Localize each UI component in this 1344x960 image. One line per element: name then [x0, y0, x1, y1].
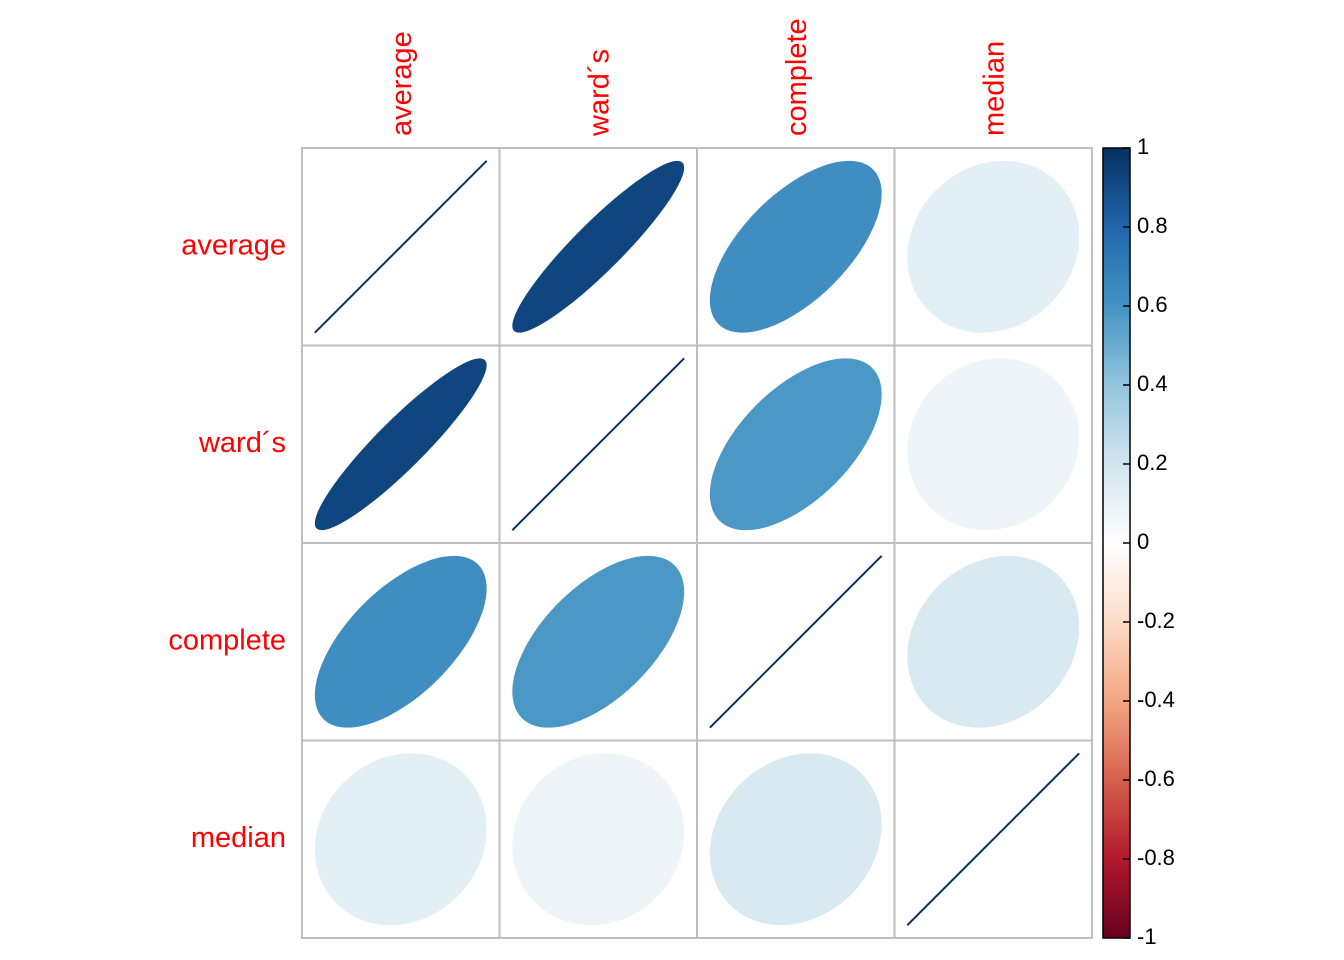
color-legend: 1 0.8 0.6 0.4 0.2 0 -0.2 -0.4 -0.6 -0.8 -1	[1102, 134, 1175, 949]
correlation-mark	[512, 160, 685, 333]
correlation-mark	[511, 357, 685, 531]
cell-average-median	[893, 147, 1093, 347]
row-label: ward´s	[198, 427, 286, 459]
correlation-mark	[314, 160, 488, 334]
cell-median-median	[893, 739, 1093, 939]
cell-ward´s-ward´s	[498, 344, 698, 544]
correlation-mark	[314, 753, 487, 926]
colorbar-tick-label: 0.6	[1137, 292, 1168, 317]
cell-ward´s-complete	[696, 344, 896, 544]
cell-ward´s-median	[893, 344, 1093, 544]
colorbar-tick-label: 0.8	[1137, 213, 1168, 238]
correlation-mark	[709, 160, 882, 333]
colorbar-tick-label: 0.4	[1137, 371, 1168, 396]
colorbar-tick-label: -0.2	[1137, 608, 1175, 633]
column-labels: average ward´s complete median	[386, 18, 1011, 137]
correlation-mark	[907, 555, 1080, 728]
cell-complete-average	[301, 542, 501, 742]
cell-median-ward´s	[498, 739, 698, 939]
correlation-mark	[906, 752, 1080, 926]
correlation-mark	[907, 160, 1080, 333]
row-label: average	[181, 229, 286, 261]
cell-ward´s-average	[301, 344, 501, 544]
colorbar-tick-label: -0.6	[1137, 766, 1175, 791]
correlation-matrix	[301, 147, 1093, 939]
correlation-mark	[709, 753, 882, 926]
cell-median-average	[301, 739, 501, 939]
correlation-mark	[314, 358, 487, 531]
row-labels: average ward´s complete median	[168, 229, 286, 854]
cell-average-complete	[696, 147, 896, 347]
correlation-mark	[314, 555, 487, 728]
cell-complete-ward´s	[498, 542, 698, 742]
cell-average-ward´s	[498, 147, 698, 347]
colorbar-tick-label: 1	[1137, 134, 1149, 159]
colorbar-tick-label: -1	[1137, 924, 1157, 949]
column-label: median	[978, 41, 1010, 136]
row-label: complete	[168, 624, 286, 656]
correlation-mark	[709, 358, 882, 531]
column-label: complete	[781, 18, 813, 136]
correlation-mark	[512, 555, 685, 728]
correlation-mark	[907, 358, 1080, 531]
column-label: average	[386, 31, 418, 136]
colorbar-tick-label: 0	[1137, 529, 1149, 554]
correlation-mark	[709, 555, 883, 729]
correlation-mark	[512, 753, 685, 926]
cell-complete-median	[893, 542, 1093, 742]
column-label: ward´s	[583, 49, 615, 137]
cell-average-average	[301, 147, 501, 347]
colorbar-tick-label: 0.2	[1137, 450, 1168, 475]
cell-median-complete	[696, 739, 896, 939]
cell-complete-complete	[696, 542, 896, 742]
colorbar-tick-label: -0.4	[1137, 687, 1175, 712]
colorbar-tick-label: -0.8	[1137, 845, 1175, 870]
row-label: median	[191, 822, 286, 854]
